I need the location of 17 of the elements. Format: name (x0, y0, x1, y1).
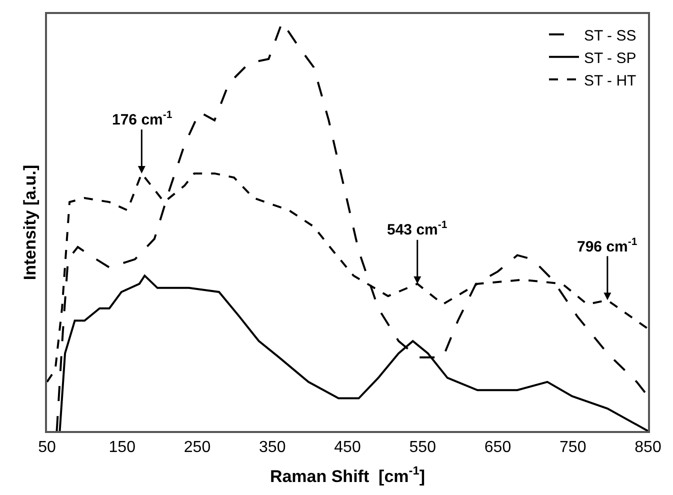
annotation: 176 cm$^{-1}$ (112, 109, 172, 128)
x-axis-title: Raman Shift [cm$^{-1}$] (270, 464, 426, 486)
x-tick-label: 550 (409, 438, 436, 456)
x-tick-label: 650 (484, 438, 512, 456)
annotation: 543 cm$^{-1}$ (387, 219, 448, 238)
legend-label: ST - HT (584, 72, 636, 90)
x-tick-label: 50 (38, 438, 56, 456)
x-tick-label: 850 (634, 438, 662, 456)
x-tick-label: 250 (184, 438, 211, 456)
x-tick-label: 450 (334, 438, 361, 456)
y-axis-title: Intensity [a.u.] (20, 164, 40, 280)
x-tick-label: 350 (259, 438, 286, 456)
x-tick-label: 750 (560, 438, 586, 456)
legend-label: ST - SP (584, 50, 636, 67)
x-tick-label: 150 (108, 438, 136, 456)
annotation: 796 cm$^{-1}$ (577, 236, 638, 256)
legend-label: ST - SS (584, 27, 636, 44)
